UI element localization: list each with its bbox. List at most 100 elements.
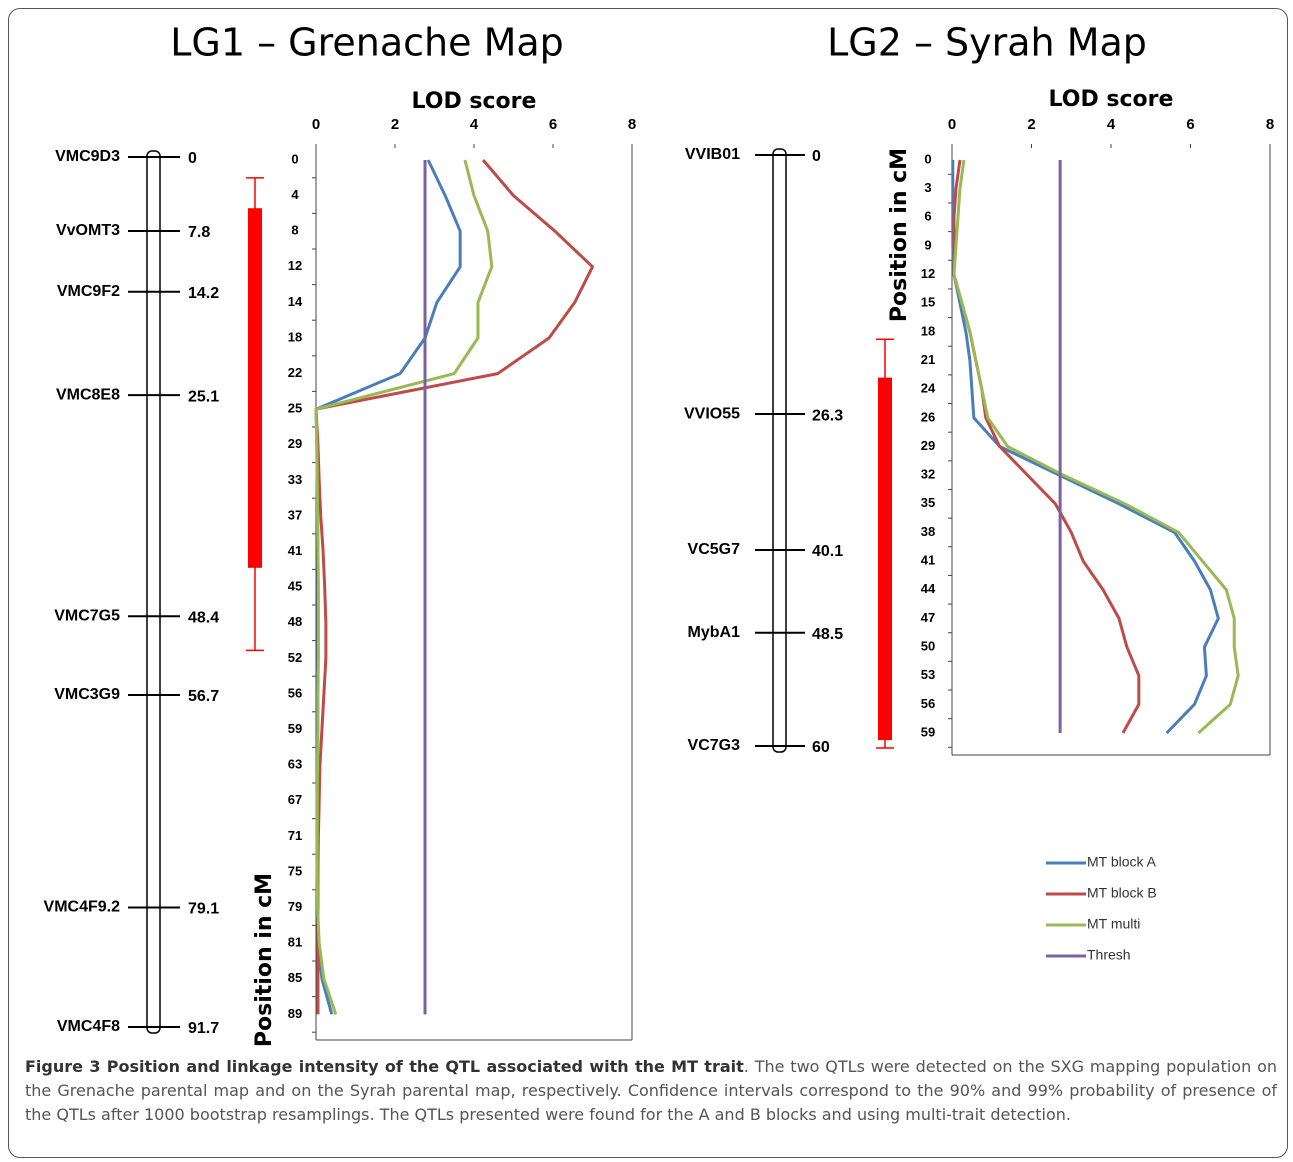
y-tick-label: 24 bbox=[921, 381, 936, 396]
series-line bbox=[314, 159, 462, 1015]
caption: Figure 3 Position and linkage intensity … bbox=[25, 1055, 1277, 1127]
y-tick-label: 29 bbox=[921, 438, 935, 453]
marker-position: 91.7 bbox=[188, 1020, 219, 1037]
x-tick-label: 2 bbox=[1027, 116, 1035, 133]
marker-name: VMC9D3 bbox=[55, 148, 120, 165]
map-title: LG2 – Syrah Map bbox=[827, 21, 1147, 65]
marker-name: VvOMT3 bbox=[56, 222, 120, 239]
marker-position: 0 bbox=[812, 148, 821, 165]
x-tick-label: 0 bbox=[312, 116, 320, 133]
ci90-bar bbox=[878, 377, 892, 741]
y-tick-label: 47 bbox=[921, 610, 935, 625]
marker-position: 79.1 bbox=[188, 901, 219, 918]
x-tick-label: 8 bbox=[628, 116, 636, 133]
x-tick-label: 4 bbox=[1107, 116, 1116, 133]
y-tick-label: 59 bbox=[288, 721, 302, 736]
marker-name: VMC9F2 bbox=[57, 283, 120, 300]
marker-name: VC7G3 bbox=[688, 737, 741, 754]
marker-position: 14.2 bbox=[188, 285, 219, 302]
y-axis-title: Position in cM bbox=[887, 148, 912, 322]
marker-name: VVIB01 bbox=[685, 146, 740, 163]
y-tick-label: 14 bbox=[288, 294, 303, 309]
x-tick-label: 4 bbox=[470, 116, 479, 133]
marker-position: 7.8 bbox=[188, 224, 210, 241]
caption-title: Figure 3 Position and linkage intensity … bbox=[25, 1057, 744, 1076]
y-tick-label: 25 bbox=[288, 401, 302, 416]
y-tick-label: 67 bbox=[288, 792, 302, 807]
caption-label: Figure 3 bbox=[25, 1057, 101, 1076]
y-tick-label: 81 bbox=[288, 935, 302, 950]
y-axis-title: Position in cM bbox=[252, 873, 277, 1047]
y-tick-label: 41 bbox=[921, 553, 935, 568]
x-axis-title: LOD score bbox=[412, 89, 537, 114]
y-tick-label: 44 bbox=[921, 581, 936, 596]
y-tick-label: 56 bbox=[921, 696, 935, 711]
marker-position: 48.4 bbox=[188, 609, 219, 626]
series-line bbox=[314, 159, 594, 1015]
x-tick-label: 8 bbox=[1266, 116, 1274, 133]
x-tick-label: 0 bbox=[948, 116, 956, 133]
y-tick-label: 38 bbox=[921, 524, 935, 539]
y-tick-label: 26 bbox=[921, 409, 935, 424]
y-tick-label: 75 bbox=[288, 863, 302, 878]
marker-name: VC5G7 bbox=[688, 541, 741, 558]
figure-frame bbox=[8, 8, 1288, 1158]
marker-position: 48.5 bbox=[812, 626, 843, 643]
x-tick-label: 2 bbox=[391, 116, 399, 133]
marker-name: VMC7G5 bbox=[54, 607, 120, 624]
y-tick-label: 48 bbox=[288, 614, 302, 629]
y-tick-label: 79 bbox=[288, 899, 302, 914]
marker-name: VMC4F8 bbox=[57, 1018, 120, 1035]
marker-position: 56.7 bbox=[188, 688, 219, 705]
y-tick-label: 6 bbox=[924, 209, 931, 224]
series-line bbox=[952, 159, 1141, 734]
series-line bbox=[951, 160, 1220, 735]
chromosome bbox=[146, 150, 161, 1034]
marker-position: 40.1 bbox=[812, 543, 843, 560]
y-tick-label: 71 bbox=[288, 828, 302, 843]
marker-position: 25.1 bbox=[188, 388, 219, 405]
marker-name: VMC4F9.2 bbox=[44, 899, 121, 916]
ci90-bar bbox=[248, 208, 262, 568]
marker-name: VMC8E8 bbox=[56, 386, 120, 403]
marker-position: 60 bbox=[812, 739, 830, 756]
legend-label: MT block B bbox=[1087, 885, 1157, 901]
y-tick-label: 35 bbox=[921, 495, 935, 510]
series-line bbox=[314, 159, 494, 1015]
y-tick-label: 3 bbox=[924, 180, 931, 195]
legend-label: Thresh bbox=[1087, 947, 1131, 963]
y-tick-label: 89 bbox=[288, 1006, 302, 1021]
legend-label: MT multi bbox=[1087, 916, 1140, 932]
x-tick-label: 6 bbox=[549, 116, 557, 133]
y-tick-label: 22 bbox=[288, 365, 302, 380]
y-tick-label: 15 bbox=[921, 295, 935, 310]
y-tick-label: 12 bbox=[921, 266, 935, 281]
y-tick-label: 85 bbox=[288, 970, 302, 985]
x-axis-title: LOD score bbox=[1049, 87, 1174, 112]
y-tick-label: 12 bbox=[288, 258, 302, 273]
y-tick-label: 21 bbox=[921, 352, 935, 367]
y-tick-label: 52 bbox=[288, 650, 302, 665]
y-tick-label: 33 bbox=[288, 472, 302, 487]
caption-text: . The two QTLs were detected on the SXG … bbox=[25, 1057, 1278, 1124]
marker-position: 26.3 bbox=[812, 407, 843, 424]
y-tick-label: 56 bbox=[288, 685, 302, 700]
series-line bbox=[952, 159, 1240, 735]
y-tick-label: 8 bbox=[291, 223, 298, 238]
y-tick-label: 45 bbox=[288, 579, 302, 594]
y-tick-label: 37 bbox=[288, 507, 302, 522]
y-tick-label: 50 bbox=[921, 638, 935, 653]
y-tick-label: 32 bbox=[921, 467, 935, 482]
marker-name: MybA1 bbox=[688, 624, 741, 641]
y-tick-label: 4 bbox=[291, 187, 299, 202]
marker-position: 0 bbox=[188, 150, 197, 167]
y-tick-label: 0 bbox=[924, 151, 931, 166]
legend-label: MT block A bbox=[1087, 854, 1157, 870]
y-tick-label: 63 bbox=[288, 757, 302, 772]
y-tick-label: 53 bbox=[921, 667, 935, 682]
y-tick-label: 0 bbox=[291, 151, 298, 166]
y-tick-label: 59 bbox=[921, 724, 935, 739]
y-tick-label: 18 bbox=[288, 329, 302, 344]
y-tick-label: 29 bbox=[288, 436, 302, 451]
